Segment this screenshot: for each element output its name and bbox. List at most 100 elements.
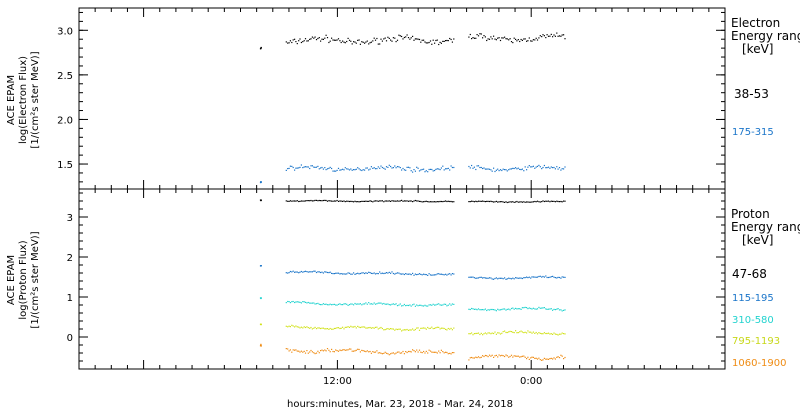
electron-point-38-53 [398, 34, 400, 36]
proton-point-1060-1900 [354, 350, 356, 352]
proton-point-47-68 [538, 201, 540, 203]
proton-point-47-68 [549, 201, 551, 203]
electron-point-175-315 [513, 167, 515, 170]
electron-point-38-53 [509, 38, 511, 40]
legend-entry-proton-795-1193: 795-1193 [732, 336, 780, 347]
proton-point-115-195 [410, 274, 412, 276]
electron-point-175-315 [339, 169, 341, 171]
proton-point-47-68 [502, 201, 504, 203]
proton-point-115-195 [439, 273, 441, 275]
electron-point-175-315 [310, 165, 312, 167]
electron-point-38-53 [513, 37, 515, 39]
proton-point-115-195 [388, 271, 390, 273]
proton-point-310-580 [357, 303, 359, 305]
electron-point-38-53 [374, 39, 377, 41]
proton-point-1060-1900 [260, 345, 262, 347]
proton-point-310-580 [545, 308, 547, 310]
proton-point-1060-1900 [300, 350, 302, 352]
electron-point-38-53 [403, 36, 405, 39]
proton-point-1060-1900 [553, 357, 555, 359]
proton-point-795-1193 [528, 331, 530, 333]
proton-point-310-580 [557, 308, 559, 310]
electron-point-175-315 [353, 169, 355, 171]
proton-point-47-68 [383, 201, 385, 203]
proton-point-795-1193 [373, 327, 375, 329]
electron-point-175-315 [420, 169, 422, 171]
proton-point-1060-1900 [306, 350, 308, 352]
proton-point-115-195 [504, 277, 506, 279]
proton-point-310-580 [453, 303, 455, 305]
proton-point-1060-1900 [385, 352, 388, 354]
electron-point-38-53 [313, 37, 315, 39]
proton-point-310-580 [497, 308, 499, 310]
proton-point-310-580 [501, 308, 503, 311]
proton-point-1060-1900 [493, 356, 495, 358]
proton-point-115-195 [313, 270, 315, 272]
electron-point-175-315 [487, 168, 489, 170]
proton-point-310-580 [354, 302, 356, 305]
proton-point-310-580 [391, 303, 393, 305]
proton-point-795-1193 [357, 325, 359, 327]
proton-point-47-68 [333, 200, 335, 202]
proton-point-795-1193 [477, 332, 480, 334]
electron-point-38-53 [337, 38, 340, 40]
electron-point-38-53 [524, 38, 526, 40]
proton-point-47-68 [558, 201, 561, 203]
proton-point-310-580 [355, 303, 357, 305]
proton-point-115-195 [557, 276, 559, 278]
electron-point-38-53 [428, 41, 430, 44]
proton-point-115-195 [314, 270, 316, 272]
proton-point-115-195 [364, 272, 366, 275]
proton-point-47-68 [523, 201, 525, 203]
proton-point-795-1193 [310, 326, 312, 329]
electron-point-175-315 [309, 167, 311, 170]
electron-point-38-53 [424, 41, 426, 43]
electron-point-38-53 [354, 41, 356, 43]
electron-point-38-53 [432, 39, 434, 41]
electron-point-175-315 [504, 169, 506, 171]
proton-point-115-195 [306, 271, 308, 273]
proton-point-795-1193 [381, 327, 383, 330]
proton-point-795-1193 [491, 332, 493, 334]
proton-point-310-580 [337, 303, 340, 305]
proton-point-115-195 [303, 271, 305, 273]
proton-point-47-68 [451, 201, 453, 203]
electron-point-175-315 [524, 166, 526, 168]
proton-point-795-1193 [398, 328, 400, 330]
electron-point-38-53 [504, 36, 506, 38]
proton-point-47-68 [403, 200, 405, 202]
electron-point-175-315 [387, 166, 389, 168]
electron-point-175-315 [535, 166, 537, 168]
proton-point-310-580 [379, 302, 381, 304]
electron-point-38-53 [528, 37, 530, 39]
proton-point-795-1193 [505, 331, 507, 334]
proton-point-795-1193 [453, 327, 455, 329]
electron-series-38-53 [259, 32, 566, 50]
proton-point-310-580 [399, 303, 401, 305]
electron-point-175-315 [366, 167, 368, 169]
electron-point-38-53 [344, 42, 346, 44]
proton-point-1060-1900 [563, 358, 565, 360]
electron-point-175-315 [561, 168, 563, 170]
electron-point-38-53 [336, 39, 338, 41]
proton-point-795-1193 [550, 333, 552, 335]
proton-point-115-195 [550, 276, 552, 278]
proton-point-795-1193 [365, 327, 367, 329]
electron-point-175-315 [425, 170, 427, 172]
proton-point-115-195 [348, 272, 351, 274]
electron-point-175-315 [510, 168, 513, 170]
proton-point-310-580 [504, 308, 506, 310]
proton-point-115-195 [351, 273, 353, 275]
proton-point-1060-1900 [285, 348, 287, 350]
proton-point-115-195 [521, 277, 523, 280]
proton-point-310-580 [539, 307, 541, 309]
proton-point-310-580 [443, 303, 445, 305]
proton-point-795-1193 [432, 328, 434, 330]
electron-point-175-315 [482, 167, 484, 170]
proton-point-1060-1900 [291, 351, 293, 353]
proton-point-47-68 [524, 201, 526, 203]
proton-point-310-580 [434, 304, 436, 306]
electron-point-38-53 [486, 39, 488, 42]
electron-point-38-53 [304, 38, 307, 40]
proton-point-310-580 [527, 308, 529, 310]
